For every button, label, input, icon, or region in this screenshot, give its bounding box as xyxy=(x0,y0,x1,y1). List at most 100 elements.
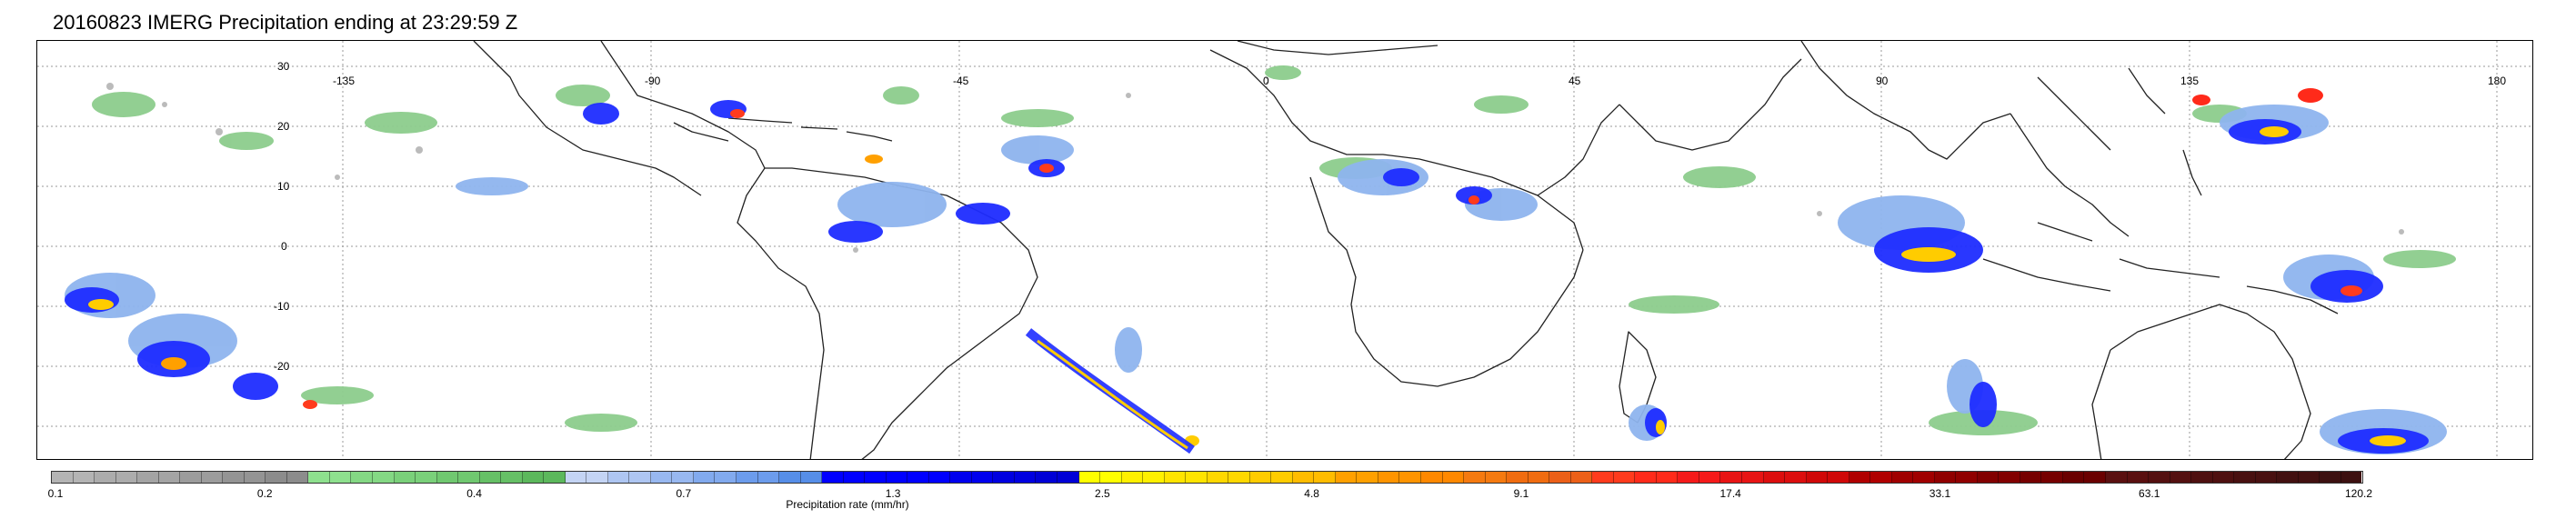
colorbar-cell xyxy=(1741,472,1764,483)
colorbar-cell xyxy=(1678,472,1699,483)
colorbar-cell xyxy=(1357,472,1378,483)
colorbar-cell xyxy=(52,472,74,483)
colorbar-cell xyxy=(1699,472,1721,483)
colorbar-cell xyxy=(2170,472,2192,483)
colorbar-cell xyxy=(1314,472,1336,483)
colorbar-cell xyxy=(2041,472,2063,483)
colorbar-cell xyxy=(223,472,245,483)
colorbar-cell xyxy=(586,472,608,483)
colorbar-tick-label: 0.7 xyxy=(676,487,692,500)
colorbar-tick-label: 2.5 xyxy=(1095,487,1110,500)
colorbar-cell xyxy=(1828,472,1849,483)
colorbar-cell xyxy=(1121,472,1144,483)
colorbar-cell xyxy=(1421,472,1443,483)
colorbar-cell xyxy=(479,472,502,483)
colorbar-cell xyxy=(1485,472,1508,483)
colorbar-tick-label: 9.1 xyxy=(1513,487,1529,500)
colorbar-cell xyxy=(928,472,951,483)
colorbar-cell xyxy=(1186,472,1208,483)
colorbar-cell xyxy=(1913,472,1935,483)
colorbar-cell xyxy=(1228,472,1250,483)
colorbar-cell xyxy=(2212,472,2235,483)
lon-label-45: 45 xyxy=(1569,75,1581,87)
colorbar-cell xyxy=(2320,472,2341,483)
colorbar-cell xyxy=(757,472,780,483)
colorbar-cell xyxy=(308,472,330,483)
precipitation-field xyxy=(65,65,2456,454)
colorbar-cell xyxy=(2106,472,2128,483)
precipitation-colorbar xyxy=(51,471,2363,484)
colorbar-cell xyxy=(1592,472,1614,483)
colorbar-cell xyxy=(372,472,395,483)
colorbar-cell xyxy=(2062,472,2085,483)
colorbar-tick-label: 17.4 xyxy=(1719,487,1741,500)
lon-label-90: 90 xyxy=(1876,75,1889,87)
lon-label-minus-45: -45 xyxy=(953,75,969,87)
colorbar-cell xyxy=(1442,472,1465,483)
colorbar-cell xyxy=(693,472,716,483)
colorbar-cell xyxy=(1399,472,1421,483)
map-title: 20160823 IMERG Precipitation ending at 2… xyxy=(53,11,518,34)
colorbar-cell xyxy=(1036,472,1057,483)
colorbar-cell xyxy=(1891,472,1914,483)
colorbar-cell xyxy=(2298,472,2320,483)
colorbar-cell xyxy=(544,472,566,483)
colorbar-cell xyxy=(2020,472,2042,483)
colorbar-cell xyxy=(1207,472,1229,483)
colorbar-cell xyxy=(458,472,480,483)
colorbar-cell xyxy=(1078,472,1101,483)
colorbar-cell xyxy=(1720,472,1742,483)
lon-label-minus-135: -135 xyxy=(333,75,356,87)
colorbar-cell xyxy=(95,472,116,483)
colorbar-cell xyxy=(2084,472,2106,483)
colorbar-cell xyxy=(180,472,202,483)
lon-label-0: 0 xyxy=(1263,75,1269,87)
colorbar-cell xyxy=(1507,472,1529,483)
colorbar-cell xyxy=(629,472,651,483)
lon-label-minus-90: -90 xyxy=(645,75,661,87)
lat-label-0: 0 xyxy=(281,240,287,253)
colorbar-cell xyxy=(2255,472,2278,483)
colorbar-cell xyxy=(1934,472,1957,483)
colorbar-cell xyxy=(394,472,416,483)
colorbar-tick-label: 63.1 xyxy=(2139,487,2160,500)
colorbar-cell xyxy=(2191,472,2213,483)
colorbar-cell xyxy=(1249,472,1272,483)
colorbar-cell xyxy=(1870,472,1892,483)
colorbar-cell xyxy=(800,472,823,483)
colorbar-cell xyxy=(1635,472,1657,483)
lon-label-180: 180 xyxy=(2488,75,2507,87)
colorbar-cell xyxy=(436,472,459,483)
colorbar-cell xyxy=(1806,472,1829,483)
colorbar-cell xyxy=(672,472,694,483)
graticule xyxy=(37,41,2532,459)
colorbar-cell xyxy=(266,472,287,483)
colorbar-cell xyxy=(1999,472,2020,483)
lon-label-135: 135 xyxy=(2180,75,2200,87)
precipitation-map: 30 20 10 0 -10 -20 -135 -90 -45 0 45 90 … xyxy=(36,40,2533,460)
colorbar-cell xyxy=(201,472,224,483)
colorbar-cell xyxy=(779,472,801,483)
colorbar-cell xyxy=(522,472,545,483)
colorbar-cell xyxy=(2234,472,2256,483)
colorbar-cell xyxy=(244,472,266,483)
colorbar-tick-label: 0.1 xyxy=(47,487,64,500)
colorbar-cell xyxy=(843,472,866,483)
colorbar-cell xyxy=(286,472,309,483)
colorbar-cell xyxy=(1014,472,1037,483)
colorbar-cell xyxy=(1763,472,1786,483)
colorbar-cell xyxy=(715,472,737,483)
colorbar-cell xyxy=(886,472,908,483)
colorbar-cell xyxy=(73,472,95,483)
colorbar-cell xyxy=(865,472,887,483)
colorbar-cell xyxy=(1956,472,1978,483)
colorbar-label: Precipitation rate (mm/hr) xyxy=(786,498,909,511)
colorbar-cell xyxy=(1656,472,1679,483)
lat-label-30: 30 xyxy=(277,60,290,73)
colorbar-cell xyxy=(1528,472,1550,483)
colorbar-cell xyxy=(1570,472,1593,483)
colorbar-tick-label: 1.3 xyxy=(885,487,901,500)
colorbar-cell xyxy=(950,472,972,483)
colorbar-cell xyxy=(650,472,673,483)
colorbar-cell xyxy=(1464,472,1486,483)
